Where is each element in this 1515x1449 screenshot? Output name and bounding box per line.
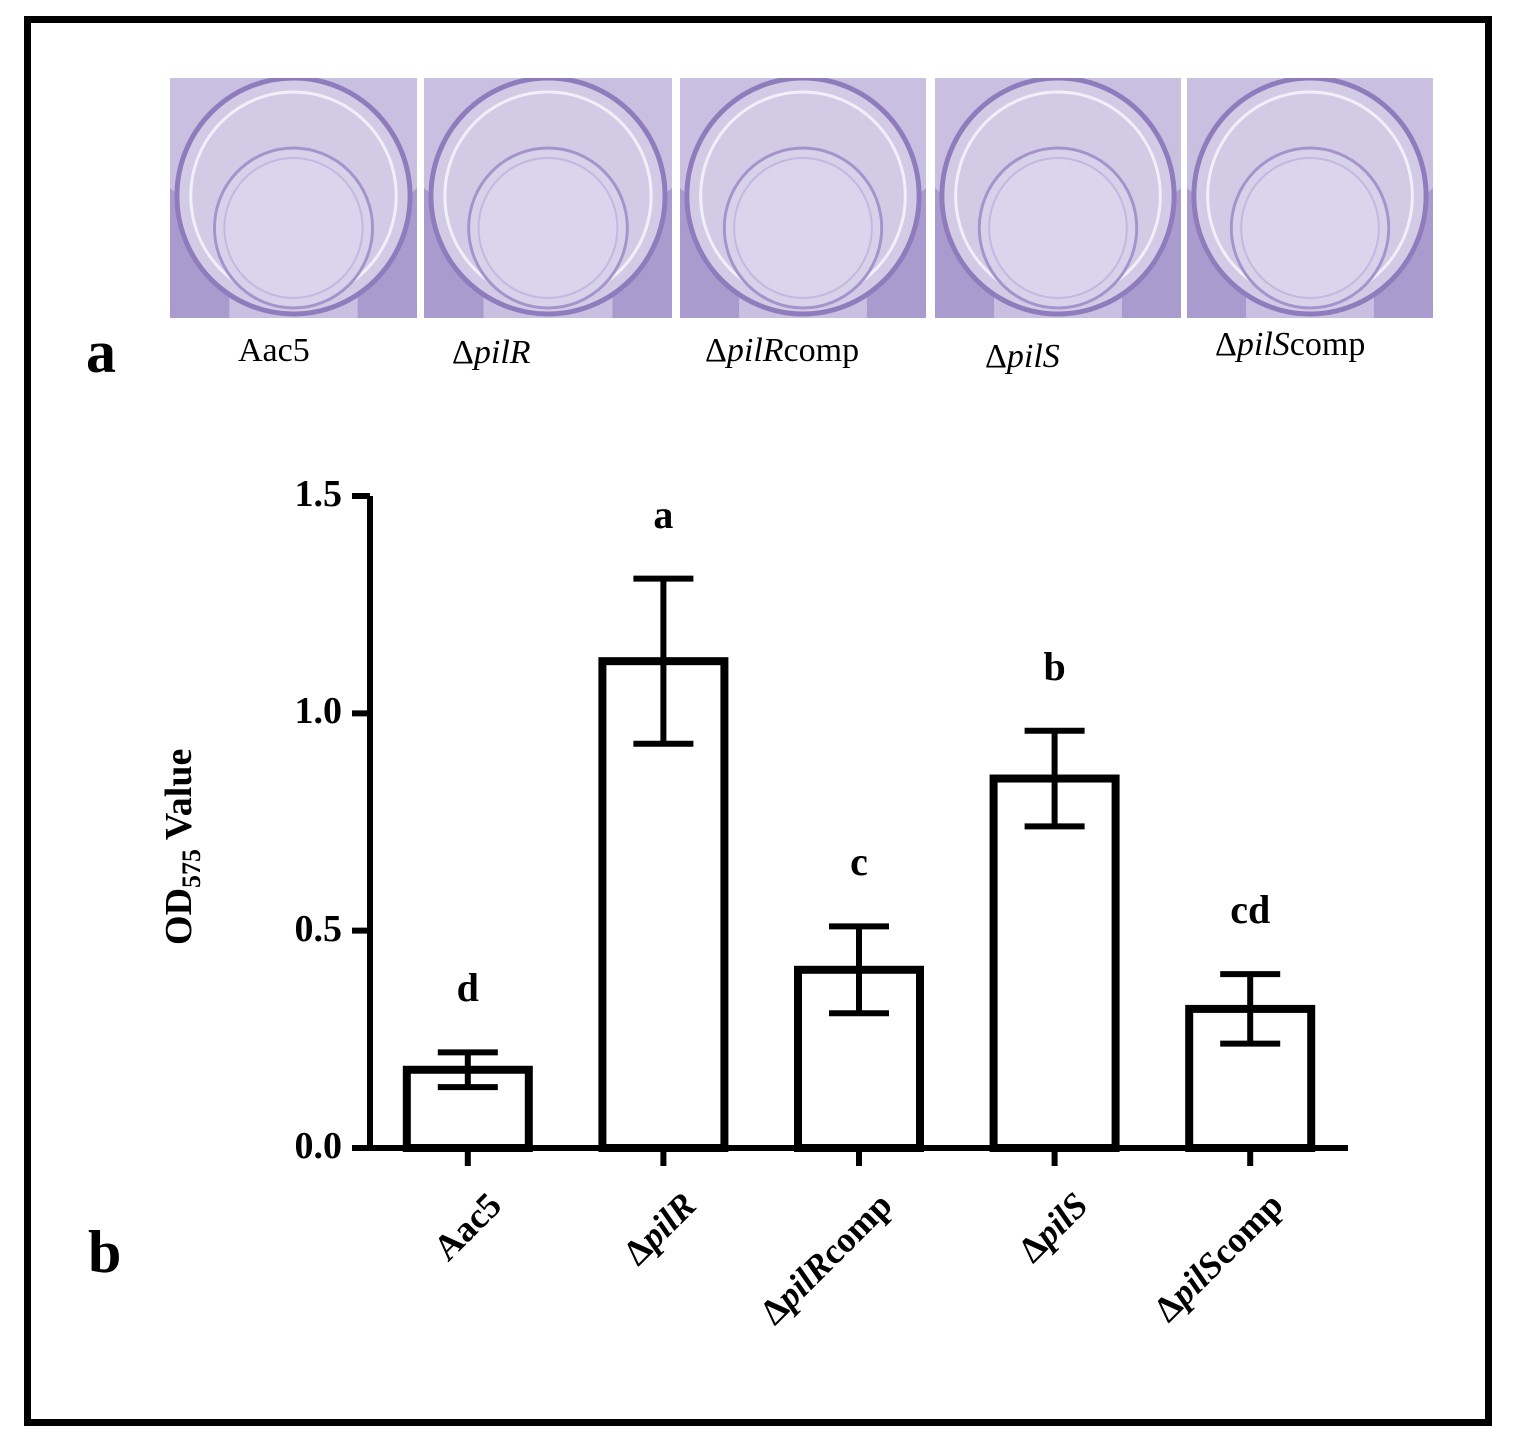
label-delta: Δ (985, 338, 1007, 375)
label-suffix: Aac5 (238, 332, 310, 369)
well-label: Aac5 (238, 332, 310, 370)
label-delta: Δ (452, 334, 474, 371)
y-tick-label: 0.0 (294, 1125, 343, 1167)
well-photo (935, 78, 1181, 318)
label-gene: pilR (726, 332, 784, 369)
significance-letter: a (653, 491, 674, 537)
well-label: ΔpilS (985, 338, 1060, 376)
significance-letter: d (456, 965, 479, 1011)
panel-b-letter: b (88, 1219, 122, 1285)
well-photo (680, 78, 926, 318)
significance-letter: cd (1230, 887, 1271, 933)
label-delta: Δ (705, 332, 727, 369)
label-gene: pilR (473, 334, 531, 371)
label-suffix: comp (783, 332, 860, 369)
panel-a-letter: a (86, 319, 116, 385)
well-label: ΔpilR (452, 334, 531, 372)
significance-letter: c (850, 839, 868, 885)
label-gene: pilS (1006, 338, 1060, 375)
label-gene: pilS (1236, 326, 1290, 363)
well-label: ΔpilScomp (1215, 326, 1365, 364)
well-photo (424, 78, 672, 318)
significance-letter: b (1043, 643, 1066, 689)
well-photo (170, 78, 417, 318)
y-tick-label: 0.5 (294, 907, 343, 950)
y-tick-label: 1.5 (294, 473, 343, 515)
well-photo (1187, 78, 1433, 318)
bar (989, 774, 1120, 1152)
label-delta: Δ (1215, 326, 1237, 363)
well-label: ΔpilRcomp (705, 332, 859, 370)
label-suffix: comp (1289, 326, 1366, 363)
y-axis-label: OD575 Value (158, 748, 206, 945)
y-tick-label: 1.0 (294, 690, 343, 733)
